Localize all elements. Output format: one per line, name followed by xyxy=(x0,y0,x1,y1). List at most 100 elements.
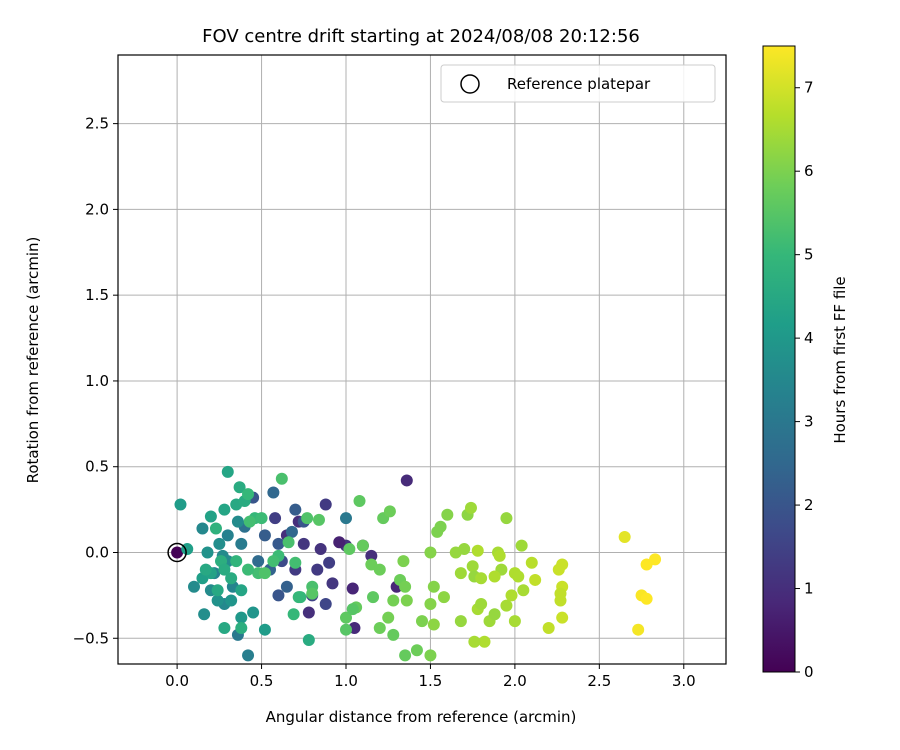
data-point xyxy=(221,529,234,542)
data-point xyxy=(505,589,518,602)
data-point xyxy=(247,606,260,619)
data-point xyxy=(356,539,369,552)
x-axis-label: Angular distance from reference (arcmin) xyxy=(266,708,577,726)
data-point xyxy=(218,563,231,576)
data-point xyxy=(399,580,412,593)
data-point xyxy=(632,623,645,636)
data-point xyxy=(235,584,248,597)
data-point xyxy=(618,531,631,544)
data-point xyxy=(282,536,295,549)
data-point xyxy=(488,570,501,583)
y-tick-label: 2.0 xyxy=(85,200,109,218)
x-tick-label: 0.0 xyxy=(165,672,189,690)
y-axis-label: Rotation from reference (arcmin) xyxy=(24,237,42,484)
data-point xyxy=(343,543,356,556)
colorbar-tick-label: 6 xyxy=(804,162,814,180)
data-point xyxy=(493,549,506,562)
data-point xyxy=(434,520,447,533)
data-point xyxy=(213,537,226,550)
data-point xyxy=(225,572,238,585)
data-point xyxy=(285,525,298,538)
legend: Reference platepar xyxy=(440,64,716,103)
data-point xyxy=(196,522,209,535)
colorbar-tick-label: 0 xyxy=(804,663,814,681)
chart-title: FOV centre drift starting at 2024/08/08 … xyxy=(202,26,640,47)
data-point xyxy=(424,546,437,559)
legend-marker-icon xyxy=(460,74,480,94)
data-point xyxy=(500,512,513,525)
data-point xyxy=(340,611,352,624)
data-point xyxy=(258,567,271,580)
data-point xyxy=(500,599,513,612)
data-point xyxy=(542,621,555,634)
grid xyxy=(118,55,726,664)
data-point xyxy=(382,611,395,624)
data-point xyxy=(198,608,211,621)
colorbar-tick-label: 3 xyxy=(804,413,814,431)
data-point xyxy=(515,539,528,552)
data-point xyxy=(373,563,386,576)
data-point xyxy=(400,474,413,487)
data-point xyxy=(272,589,285,602)
data-point xyxy=(373,621,386,634)
data-point xyxy=(211,594,224,607)
data-point xyxy=(529,573,542,586)
data-point xyxy=(235,621,248,634)
colorbar-label: Hours from first FF file xyxy=(831,276,849,443)
colorbar-tick-label: 2 xyxy=(804,496,814,514)
x-tick-label: 1.5 xyxy=(419,672,443,690)
data-point xyxy=(458,543,471,556)
legend-label: Reference platepar xyxy=(507,75,651,93)
data-point xyxy=(280,580,293,593)
data-point xyxy=(297,537,310,550)
data-point xyxy=(468,635,481,648)
data-point xyxy=(301,512,314,525)
data-point xyxy=(340,623,352,636)
data-point xyxy=(272,537,285,550)
y-tick-label: −0.5 xyxy=(73,629,109,647)
data-point xyxy=(326,577,339,590)
data-point xyxy=(306,587,319,600)
data-point xyxy=(289,556,302,569)
data-point xyxy=(235,611,248,624)
data-point xyxy=(367,591,380,604)
data-point xyxy=(397,555,410,568)
data-point xyxy=(242,563,255,576)
data-point xyxy=(231,515,244,528)
data-point xyxy=(255,512,268,525)
data-point xyxy=(258,529,271,542)
colorbar-ticks: 0 1 2 3 4 5 6 7 xyxy=(795,79,814,681)
data-point xyxy=(387,594,400,607)
data-point xyxy=(464,501,477,514)
colorbar-fill xyxy=(762,45,796,673)
data-point xyxy=(323,556,336,569)
x-tick-label: 0.5 xyxy=(250,672,274,690)
data-point xyxy=(424,649,437,662)
colorbar-tick-label: 1 xyxy=(804,580,814,598)
data-point xyxy=(466,560,479,573)
data-point xyxy=(242,649,255,662)
data-point xyxy=(512,570,525,583)
colorbar-tick-label: 5 xyxy=(804,246,814,264)
x-tick-label: 1.0 xyxy=(334,672,358,690)
y-tick-label: 0.5 xyxy=(85,458,109,476)
data-point xyxy=(218,621,231,634)
data-point xyxy=(517,584,530,597)
x-tick-label: 3.0 xyxy=(672,672,696,690)
data-point xyxy=(319,498,332,511)
data-point xyxy=(267,555,280,568)
data-point xyxy=(383,505,396,518)
legend-box xyxy=(440,64,716,103)
reference-platepar-marker xyxy=(167,542,187,563)
data-point xyxy=(289,503,302,516)
y-tick-label: 1.0 xyxy=(85,372,109,390)
data-point xyxy=(454,567,467,580)
data-point xyxy=(416,615,428,628)
data-point xyxy=(275,472,288,485)
data-point xyxy=(333,536,346,549)
data-point xyxy=(218,503,231,516)
data-point xyxy=(267,486,280,499)
data-point xyxy=(437,591,450,604)
data-point xyxy=(243,515,256,528)
data-point xyxy=(199,563,212,576)
